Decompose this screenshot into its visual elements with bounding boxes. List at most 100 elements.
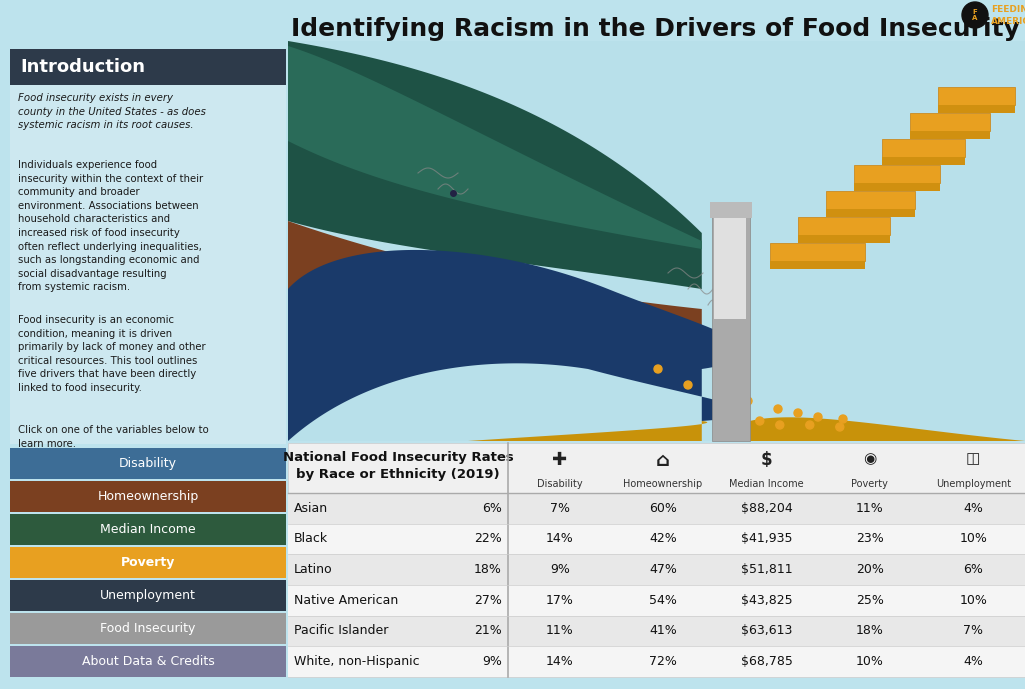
Text: 21%: 21% <box>475 624 502 637</box>
PathPatch shape <box>288 46 702 249</box>
PathPatch shape <box>288 41 702 289</box>
Text: 17%: 17% <box>545 594 574 607</box>
Text: 10%: 10% <box>959 594 987 607</box>
FancyBboxPatch shape <box>826 209 914 217</box>
Text: F
A: F A <box>973 9 978 21</box>
Text: 22%: 22% <box>475 533 502 546</box>
FancyBboxPatch shape <box>288 524 1025 555</box>
Text: Identifying Racism in the Drivers of Food Insecurity: Identifying Racism in the Drivers of Foo… <box>291 17 1020 41</box>
FancyBboxPatch shape <box>882 139 965 157</box>
Circle shape <box>962 2 988 28</box>
Text: 14%: 14% <box>546 533 574 546</box>
Text: ◉: ◉ <box>863 451 876 466</box>
Text: $63,613: $63,613 <box>741 624 792 637</box>
Text: 72%: 72% <box>649 655 678 668</box>
FancyBboxPatch shape <box>10 580 286 611</box>
Circle shape <box>654 365 662 373</box>
Text: 4%: 4% <box>964 502 983 515</box>
Text: 60%: 60% <box>649 502 678 515</box>
Text: 18%: 18% <box>856 624 884 637</box>
Text: 10%: 10% <box>856 655 884 668</box>
FancyBboxPatch shape <box>288 646 1025 677</box>
Text: 27%: 27% <box>475 594 502 607</box>
Text: Disability: Disability <box>537 479 582 489</box>
Text: About Data & Credits: About Data & Credits <box>82 655 214 668</box>
Text: 6%: 6% <box>482 502 502 515</box>
FancyBboxPatch shape <box>288 443 1025 677</box>
Text: Homeownership: Homeownership <box>623 479 703 489</box>
FancyBboxPatch shape <box>711 209 749 441</box>
FancyBboxPatch shape <box>854 165 940 183</box>
Text: National Food Insecurity Rates
by Race or Ethnicity (2019): National Food Insecurity Rates by Race o… <box>283 451 514 481</box>
Text: 6%: 6% <box>964 563 983 576</box>
Text: $51,811: $51,811 <box>741 563 792 576</box>
Text: Introduction: Introduction <box>20 58 145 76</box>
FancyBboxPatch shape <box>288 493 1025 524</box>
Text: Asian: Asian <box>294 502 328 515</box>
FancyBboxPatch shape <box>709 202 751 218</box>
Text: Median Income: Median Income <box>100 523 196 536</box>
Text: Unemployment: Unemployment <box>100 589 196 602</box>
FancyBboxPatch shape <box>288 41 1025 441</box>
FancyBboxPatch shape <box>826 191 914 209</box>
Text: 18%: 18% <box>475 563 502 576</box>
Text: FEEDING: FEEDING <box>991 5 1025 14</box>
Text: AMERICA: AMERICA <box>991 17 1025 25</box>
Text: $68,785: $68,785 <box>740 655 792 668</box>
Text: Median Income: Median Income <box>729 479 804 489</box>
Text: Food Insecurity: Food Insecurity <box>100 622 196 635</box>
Text: Poverty: Poverty <box>121 556 175 569</box>
FancyBboxPatch shape <box>10 613 286 644</box>
Text: 7%: 7% <box>549 502 570 515</box>
FancyBboxPatch shape <box>910 131 990 139</box>
Text: Individuals experience food
insecurity within the context of their
community and: Individuals experience food insecurity w… <box>18 160 203 292</box>
PathPatch shape <box>288 221 702 369</box>
Text: ✚: ✚ <box>552 451 567 469</box>
FancyBboxPatch shape <box>938 87 1015 105</box>
Text: 11%: 11% <box>546 624 574 637</box>
Text: ◫: ◫ <box>967 451 981 466</box>
Text: ⌂: ⌂ <box>656 451 670 470</box>
Text: White, non-Hispanic: White, non-Hispanic <box>294 655 419 668</box>
FancyBboxPatch shape <box>10 49 286 85</box>
Text: Black: Black <box>294 533 328 546</box>
FancyBboxPatch shape <box>10 547 286 578</box>
Text: Poverty: Poverty <box>852 479 889 489</box>
Text: 47%: 47% <box>649 563 678 576</box>
Text: 41%: 41% <box>649 624 677 637</box>
Text: Disability: Disability <box>119 457 177 470</box>
Text: Click on one of the variables below to
learn more.: Click on one of the variables below to l… <box>18 425 209 449</box>
FancyBboxPatch shape <box>770 243 865 261</box>
Text: 54%: 54% <box>649 594 678 607</box>
PathPatch shape <box>288 250 747 441</box>
Text: 7%: 7% <box>964 624 983 637</box>
Text: 9%: 9% <box>482 655 502 668</box>
Text: $88,204: $88,204 <box>741 502 792 515</box>
Text: Latino: Latino <box>294 563 333 576</box>
Circle shape <box>744 397 752 405</box>
Text: 10%: 10% <box>959 533 987 546</box>
Circle shape <box>755 417 764 425</box>
Circle shape <box>776 421 784 429</box>
Circle shape <box>714 389 722 397</box>
FancyBboxPatch shape <box>288 585 1025 616</box>
Text: Food insecurity is an economic
condition, meaning it is driven
primarily by lack: Food insecurity is an economic condition… <box>18 315 206 393</box>
FancyBboxPatch shape <box>10 514 286 545</box>
FancyBboxPatch shape <box>288 555 1025 585</box>
Circle shape <box>774 405 782 413</box>
Text: 25%: 25% <box>856 594 884 607</box>
Text: Native American: Native American <box>294 594 399 607</box>
PathPatch shape <box>749 418 1025 441</box>
FancyBboxPatch shape <box>938 105 1015 113</box>
Text: 4%: 4% <box>964 655 983 668</box>
FancyBboxPatch shape <box>10 448 286 479</box>
Circle shape <box>839 415 847 423</box>
Text: 20%: 20% <box>856 563 884 576</box>
FancyBboxPatch shape <box>910 113 990 131</box>
FancyBboxPatch shape <box>10 85 286 444</box>
Text: 9%: 9% <box>549 563 570 576</box>
Text: 11%: 11% <box>856 502 884 515</box>
FancyBboxPatch shape <box>713 215 746 318</box>
Text: 23%: 23% <box>856 533 884 546</box>
FancyBboxPatch shape <box>797 217 890 235</box>
